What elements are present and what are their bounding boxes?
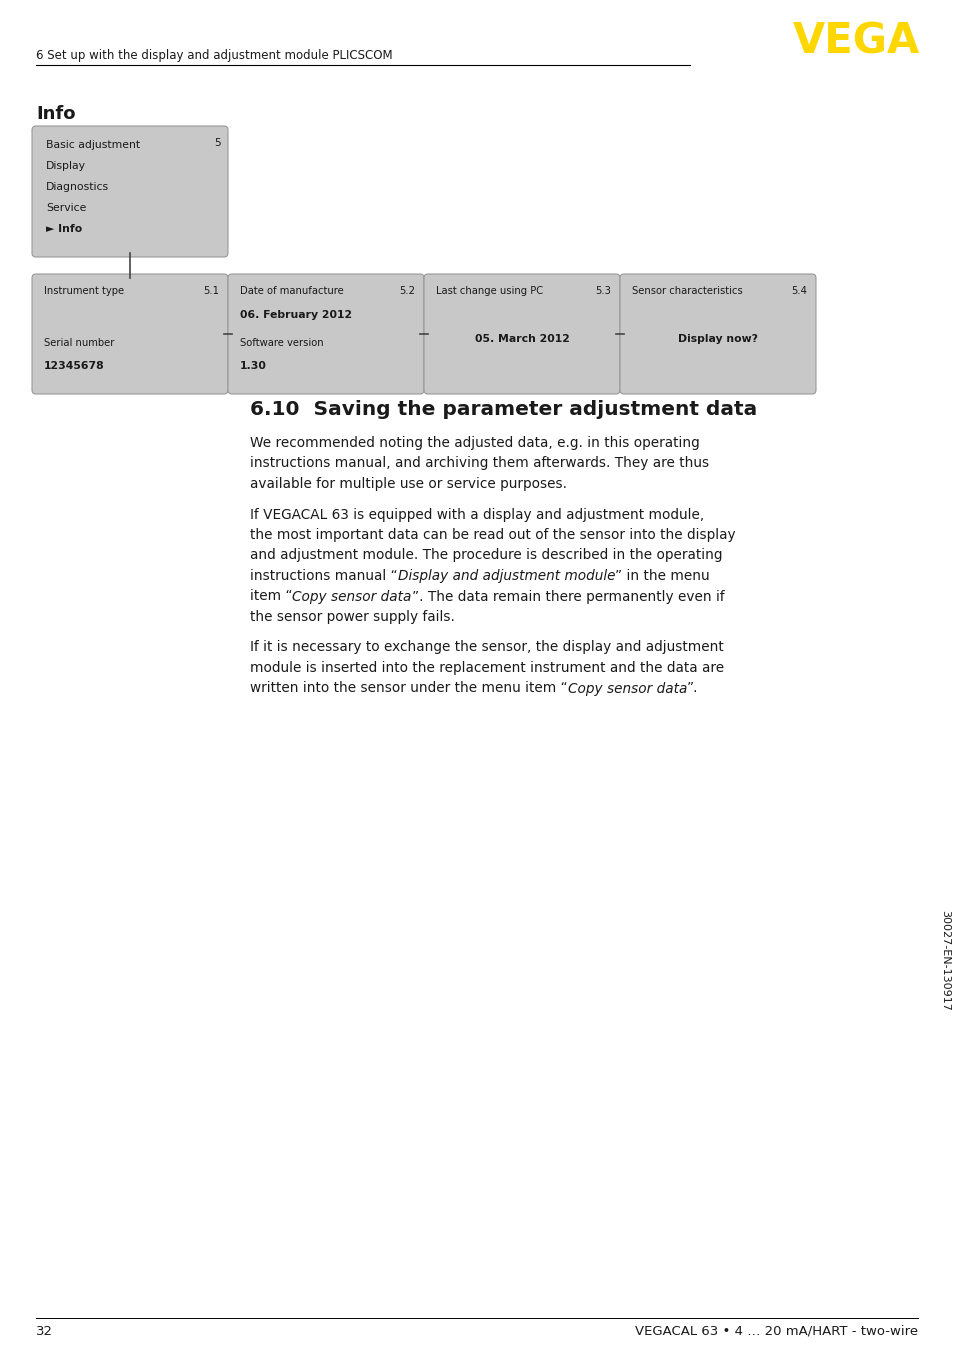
Text: VEGA: VEGA xyxy=(792,20,919,62)
Text: Info: Info xyxy=(36,106,75,123)
Text: available for multiple use or service purposes.: available for multiple use or service pu… xyxy=(250,477,566,492)
Text: Software version: Software version xyxy=(240,338,323,348)
Text: Service: Service xyxy=(46,203,87,213)
Text: ► Info: ► Info xyxy=(46,223,82,234)
Text: 12345678: 12345678 xyxy=(44,362,105,371)
Text: 1.30: 1.30 xyxy=(240,362,267,371)
Text: 32: 32 xyxy=(36,1326,53,1338)
Text: 06. February 2012: 06. February 2012 xyxy=(240,310,352,320)
Text: instructions manual “: instructions manual “ xyxy=(250,569,397,584)
Text: instructions manual, and archiving them afterwards. They are thus: instructions manual, and archiving them … xyxy=(250,456,708,470)
Text: the most important data can be read out of the sensor into the display: the most important data can be read out … xyxy=(250,528,735,542)
Text: Copy sensor data: Copy sensor data xyxy=(293,589,412,604)
Text: Last change using PC: Last change using PC xyxy=(436,286,542,297)
Text: Date of manufacture: Date of manufacture xyxy=(240,286,343,297)
Text: If VEGACAL 63 is equipped with a display and adjustment module,: If VEGACAL 63 is equipped with a display… xyxy=(250,508,703,521)
Text: 6 Set up with the display and adjustment module PLICSCOM: 6 Set up with the display and adjustment… xyxy=(36,49,393,62)
Text: 05. March 2012: 05. March 2012 xyxy=(474,334,569,344)
Text: If it is necessary to exchange the sensor, the display and adjustment: If it is necessary to exchange the senso… xyxy=(250,640,723,654)
Text: 5.3: 5.3 xyxy=(595,286,610,297)
FancyBboxPatch shape xyxy=(619,274,815,394)
Text: ”. The data remain there permanently even if: ”. The data remain there permanently eve… xyxy=(412,589,723,604)
Text: Sensor characteristics: Sensor characteristics xyxy=(631,286,742,297)
Text: ” in the menu: ” in the menu xyxy=(615,569,709,584)
Text: VEGACAL 63 • 4 … 20 mA/HART - two-wire: VEGACAL 63 • 4 … 20 mA/HART - two-wire xyxy=(634,1326,917,1338)
Text: 30027-EN-130917: 30027-EN-130917 xyxy=(939,910,949,1010)
Text: 5.2: 5.2 xyxy=(398,286,415,297)
Text: module is inserted into the replacement instrument and the data are: module is inserted into the replacement … xyxy=(250,661,723,676)
Text: item “: item “ xyxy=(250,589,293,604)
Text: Display now?: Display now? xyxy=(678,334,758,344)
FancyBboxPatch shape xyxy=(32,274,228,394)
Text: ”.: ”. xyxy=(686,681,698,696)
FancyBboxPatch shape xyxy=(228,274,423,394)
FancyBboxPatch shape xyxy=(32,126,228,257)
Text: the sensor power supply fails.: the sensor power supply fails. xyxy=(250,611,455,624)
Text: Diagnostics: Diagnostics xyxy=(46,181,109,192)
Text: and adjustment module. The procedure is described in the operating: and adjustment module. The procedure is … xyxy=(250,548,721,562)
Text: Display: Display xyxy=(46,161,86,171)
Text: Copy sensor data: Copy sensor data xyxy=(567,681,686,696)
Text: Basic adjustment: Basic adjustment xyxy=(46,139,140,150)
Text: Instrument type: Instrument type xyxy=(44,286,124,297)
Text: written into the sensor under the menu item “: written into the sensor under the menu i… xyxy=(250,681,567,696)
Text: We recommended noting the adjusted data, e.g. in this operating: We recommended noting the adjusted data,… xyxy=(250,436,699,450)
Text: Serial number: Serial number xyxy=(44,338,114,348)
Text: 5: 5 xyxy=(214,138,221,148)
Text: 6.10  Saving the parameter adjustment data: 6.10 Saving the parameter adjustment dat… xyxy=(250,399,757,418)
Text: 5.1: 5.1 xyxy=(203,286,219,297)
Text: Display and adjustment module: Display and adjustment module xyxy=(397,569,615,584)
Text: 5.4: 5.4 xyxy=(790,286,806,297)
FancyBboxPatch shape xyxy=(423,274,619,394)
